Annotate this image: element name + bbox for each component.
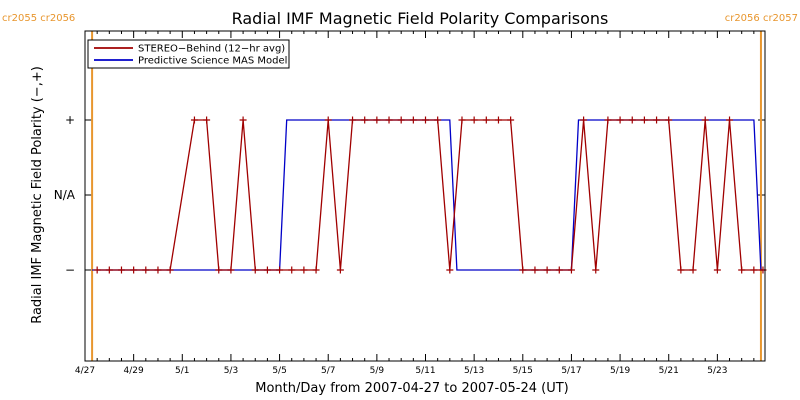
stereo-behind-point (373, 116, 381, 124)
stereo-behind-point (117, 266, 125, 274)
y-tick-label: N/A (54, 188, 76, 202)
legend-box (87, 39, 290, 69)
stereo-behind-point (215, 266, 223, 274)
stereo-behind-point (142, 266, 150, 274)
y-tick-label: − (65, 263, 75, 277)
stereo-behind-point (713, 266, 721, 274)
stereo-behind-point (519, 266, 527, 274)
stereo-behind-point (580, 116, 588, 124)
stereo-behind-point (470, 116, 478, 124)
x-tick-label: 5/3 (224, 366, 238, 376)
stereo-behind-point (349, 116, 357, 124)
plot-frame (84, 30, 766, 362)
stereo-behind-point (385, 116, 393, 124)
stereo-behind-point (750, 266, 758, 274)
stereo-behind-point (726, 116, 734, 124)
x-tick-label: 4/29 (124, 366, 144, 376)
x-axis-label: Month/Day from 2007-04-27 to 2007-05-24 … (255, 381, 568, 396)
stereo-behind-point (628, 116, 636, 124)
stereo-behind-point (738, 266, 746, 274)
stereo-behind-point (276, 266, 284, 274)
y-axis-label: Radial IMF Magnetic Field Polarity (−,+) (30, 66, 45, 324)
stereo-behind-point (494, 116, 502, 124)
x-tick-label: 5/21 (659, 366, 679, 376)
stereo-behind-point (677, 266, 685, 274)
legend-label: Predictive Science MAS Model (138, 56, 287, 67)
x-tick-label: 5/19 (610, 366, 630, 376)
x-tick-label: 4/27 (75, 366, 95, 376)
stereo-behind-point (361, 116, 369, 124)
stereo-behind-point (434, 116, 442, 124)
carrington-label: cr2055 cr2056 (2, 13, 75, 24)
stereo-behind-point (422, 116, 430, 124)
stereo-behind-point (665, 116, 673, 124)
stereo-behind-point (105, 266, 113, 274)
chart-title: Radial IMF Magnetic Field Polarity Compa… (232, 9, 609, 28)
stereo-behind-point (616, 116, 624, 124)
x-tick-label: 5/5 (272, 366, 286, 376)
stereo-behind-point (227, 266, 235, 274)
plot-area: − N/A +4/27 4/29 5/1 5/3 5/5 5/7 5/9 5/11 5/13 5/15… (2, 13, 798, 376)
stereo-behind-point (567, 266, 575, 274)
stereo-behind-point (689, 266, 697, 274)
x-tick-label: 5/7 (321, 366, 335, 376)
stereo-behind-point (397, 116, 405, 124)
stereo-behind-point (166, 266, 174, 274)
x-tick-label: 5/23 (707, 366, 727, 376)
stereo-behind-point (592, 266, 600, 274)
x-tick-label: 5/13 (464, 366, 484, 376)
y-tick-label: + (65, 113, 75, 127)
mas-model-line (92, 119, 765, 271)
stereo-behind-point (482, 116, 490, 124)
stereo-behind-point (300, 266, 308, 274)
x-tick-label: 5/9 (370, 366, 385, 376)
stereo-behind-point (130, 266, 138, 274)
x-tick-label: 5/11 (415, 366, 435, 376)
stereo-behind-point (446, 266, 454, 274)
x-tick-label: 5/17 (561, 366, 581, 376)
stereo-behind-point (190, 116, 198, 124)
stereo-behind-point (543, 266, 551, 274)
stereo-behind-point (701, 116, 709, 124)
stereo-behind-point (336, 266, 344, 274)
stereo-behind-point (154, 266, 162, 274)
x-tick-label: 5/15 (513, 366, 533, 376)
stereo-behind-point (531, 266, 539, 274)
stereo-behind-point (409, 116, 417, 124)
stereo-behind-point (203, 116, 211, 124)
stereo-behind-point (324, 116, 332, 124)
stereo-behind-point (555, 266, 563, 274)
legend-label: STEREO−Behind (12−hr avg) (138, 44, 285, 55)
carrington-label: cr2056 cr2057 (725, 13, 798, 24)
stereo-behind-point (640, 116, 648, 124)
stereo-behind-point (312, 266, 320, 274)
x-tick-label: 5/1 (175, 366, 189, 376)
stereo-behind-point (288, 266, 296, 274)
stereo-behind-point (653, 116, 661, 124)
stereo-behind-point (93, 266, 101, 274)
stereo-behind-point (263, 266, 271, 274)
stereo-behind-point (251, 266, 259, 274)
stereo-behind-point (239, 116, 247, 124)
stereo-behind-point (604, 116, 612, 124)
stereo-behind-point (458, 116, 466, 124)
stereo-behind-point (507, 116, 515, 124)
